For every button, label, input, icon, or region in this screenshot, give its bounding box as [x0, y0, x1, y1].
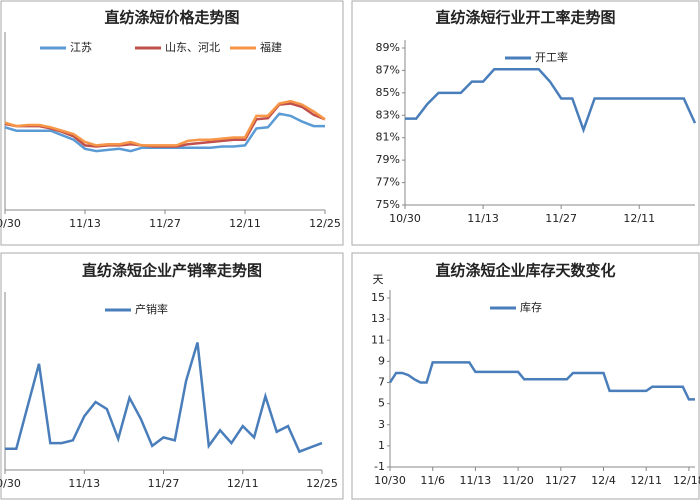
y-tick-label: 1 — [378, 439, 385, 452]
panel-border — [0, 252, 344, 500]
legend-label: 江苏 — [70, 41, 92, 54]
panel-border — [0, 0, 344, 246]
y-tick-label: 85% — [376, 86, 400, 99]
legend-label: 产销率 — [135, 302, 168, 316]
x-tick-label: 10/30 — [389, 212, 421, 225]
x-tick-label: 11/27 — [545, 474, 577, 487]
chart-title: 直纺涤短企业产销率走势图 — [82, 262, 262, 280]
x-tick-label: 12/25 — [309, 217, 341, 230]
x-tick-label: 11/20 — [502, 474, 534, 487]
x-tick-label: 11/13 — [69, 217, 101, 230]
y-tick-label: 77% — [376, 176, 400, 189]
chart-title: 直纺涤短企业库存天数变化 — [435, 262, 615, 280]
x-tick-label: 11/27 — [545, 212, 577, 225]
y-tick-label: 81% — [376, 131, 400, 144]
x-tick-label: 11/6 — [420, 474, 445, 487]
legend-label: 福建 — [260, 40, 282, 54]
x-tick-label: 12/11 — [630, 474, 662, 487]
y-tick-label: -1 — [374, 460, 385, 473]
x-tick-label: 10/30 — [0, 477, 21, 490]
y-tick-label: 89% — [376, 41, 400, 54]
x-tick-label: 12/11 — [227, 477, 259, 490]
x-tick-label: 10/30 — [374, 474, 406, 487]
y-tick-label: 9 — [378, 354, 385, 367]
x-tick-label: 11/13 — [467, 212, 499, 225]
x-tick-label: 12/18 — [673, 474, 700, 487]
y-tick-label: 75% — [376, 198, 400, 211]
legend-label: 开工率 — [535, 50, 568, 64]
x-tick-label: 11/27 — [148, 477, 180, 490]
x-tick-label: 12/11 — [623, 212, 655, 225]
y-tick-label: 15 — [371, 291, 385, 304]
y-tick-label: 79% — [376, 153, 400, 166]
y-tick-label: 11 — [371, 333, 385, 346]
y-tick-label: 5 — [378, 397, 385, 410]
x-tick-label: 10/30 — [0, 217, 21, 230]
line-series — [4, 99, 326, 147]
y-tick-label: 13 — [371, 312, 385, 325]
line-series — [5, 342, 323, 454]
line-series — [388, 361, 695, 401]
chart-title: 直纺涤短价格走势图 — [104, 9, 239, 27]
panel-border — [351, 0, 700, 246]
y-tick-label: 3 — [378, 418, 385, 431]
x-tick-label: 12/4 — [591, 474, 616, 487]
panel-border — [351, 252, 700, 500]
y-axis-label: 天 — [373, 273, 384, 286]
x-tick-label: 11/13 — [460, 474, 492, 487]
line-series — [405, 68, 697, 134]
legend-label: 山东、河北 — [165, 41, 220, 54]
y-tick-label: 7 — [378, 376, 385, 389]
x-tick-label: 12/25 — [306, 477, 338, 490]
x-tick-label: 12/11 — [229, 217, 261, 230]
x-tick-label: 11/13 — [68, 477, 100, 490]
x-tick-label: 11/27 — [149, 217, 181, 230]
legend-label: 库存 — [520, 300, 542, 314]
y-tick-label: 87% — [376, 63, 400, 76]
chart-title: 直纺涤短行业开工率走势图 — [435, 9, 615, 27]
y-tick-label: 83% — [376, 108, 400, 121]
